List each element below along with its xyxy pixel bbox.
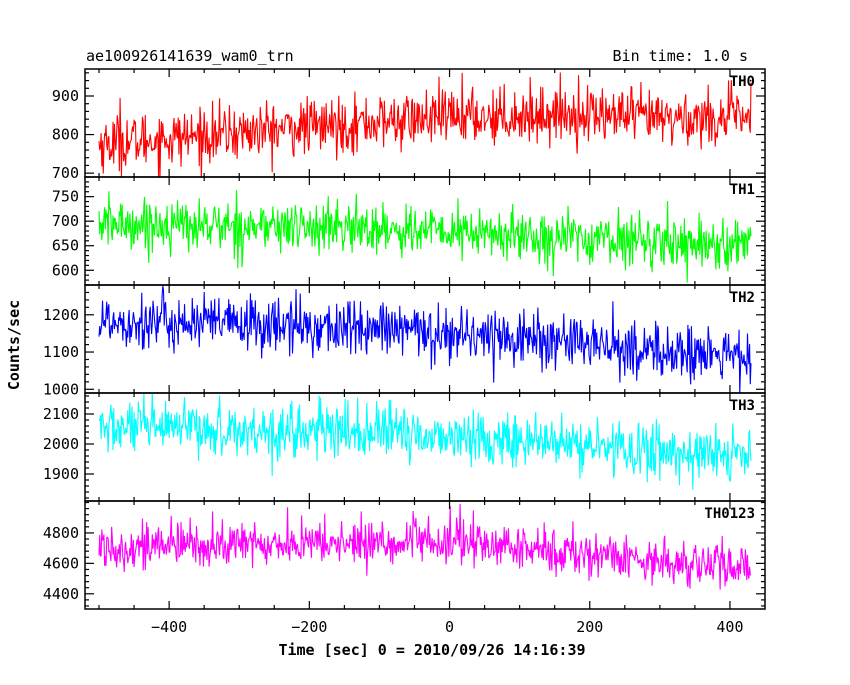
y-tick-label: 650: [52, 237, 79, 255]
x-axis-label: Time [sec] 0 = 2010/09/26 14:16:39: [278, 641, 585, 659]
chart-title: ae100926141639_wam0_trn: [86, 47, 294, 65]
chart-subtitle: Bin time: 1.0 s: [613, 47, 748, 65]
y-tick-label: 1200: [43, 306, 79, 324]
x-tick-label: 0: [445, 618, 454, 636]
x-tick-label: 200: [576, 618, 603, 636]
series-label-th2: TH2: [730, 290, 755, 306]
panel-frame: [84, 500, 766, 610]
x-tick-label: 400: [716, 618, 743, 636]
panel-th0123: 4400 4600 4800 TH0123 −400 −200 0 200 400: [43, 500, 766, 636]
series-trace-th3: [98, 393, 752, 490]
series-trace-th0: [98, 72, 752, 177]
y-tick-label: 600: [52, 261, 79, 279]
panels-group: 700 800 900 TH0 600 650 700 750 TH1 1000 1100 1200 T…: [43, 68, 766, 636]
series-label-th1: TH1: [730, 182, 755, 198]
panel-th3: 1900 2000 2100 TH3: [43, 392, 766, 502]
y-tick-label: 4800: [43, 524, 79, 542]
series-label-th0: TH0: [730, 74, 755, 90]
series-trace-th0123: [98, 504, 752, 590]
x-tick-label: −200: [291, 618, 327, 636]
y-tick-label: 1100: [43, 343, 79, 361]
y-tick-label: 1000: [43, 380, 79, 398]
series-label-th3: TH3: [730, 398, 755, 414]
y-tick-label: 1900: [43, 465, 79, 483]
y-tick-label: 800: [52, 126, 79, 144]
series-trace-th1: [98, 190, 752, 283]
panel-th0: 700 800 900 TH0: [52, 68, 766, 182]
y-tick-label: 4400: [43, 585, 79, 603]
y-axis-label: Counts/sec: [5, 300, 23, 390]
series-label-th0123: TH0123: [704, 506, 755, 522]
y-tick-label: 4600: [43, 554, 79, 572]
panel-th1: 600 650 700 750 TH1: [52, 176, 766, 286]
y-tick-label: 2100: [43, 405, 79, 423]
y-tick-label: 750: [52, 188, 79, 206]
x-tick-label: −400: [151, 618, 187, 636]
y-tick-label: 2000: [43, 435, 79, 453]
series-trace-th2: [98, 285, 752, 393]
panel-th2: 1000 1100 1200 TH2: [43, 284, 766, 398]
y-tick-label: 700: [52, 164, 79, 182]
y-tick-label: 700: [52, 212, 79, 230]
y-tick-label: 900: [52, 87, 79, 105]
